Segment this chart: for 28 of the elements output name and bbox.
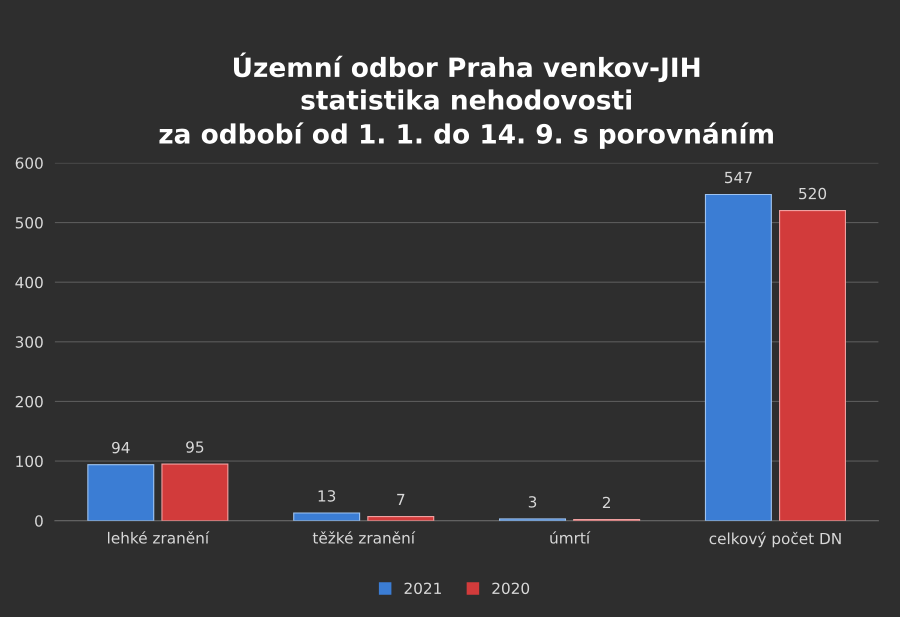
data-label: 7 xyxy=(397,494,404,506)
bar xyxy=(779,210,846,521)
x-tick-label: lehké zranění xyxy=(108,531,210,544)
y-tick-label: 200 xyxy=(16,396,43,408)
data-label: 3 xyxy=(528,496,536,508)
y-tick-label: 600 xyxy=(16,157,43,169)
y-tick-label: 500 xyxy=(16,216,43,229)
chart-title: Územní odbor Praha venkov-JIH statistika nehodovosti za odbobí od 1. 1. do 14. 9. s porovnáním xyxy=(159,52,773,149)
bar xyxy=(161,464,228,521)
data-label: 94 xyxy=(112,442,130,454)
y-tick-label: 300 xyxy=(16,336,43,348)
x-tick-label: úmrtí xyxy=(550,531,591,544)
legend-label: 2020 xyxy=(492,582,530,594)
bar xyxy=(704,194,772,521)
y-tick-label: 400 xyxy=(15,276,43,288)
data-label: 95 xyxy=(186,441,204,453)
legend-label: 2021 xyxy=(404,582,441,594)
data-label: 520 xyxy=(799,188,826,200)
data-label: 2 xyxy=(602,496,610,508)
bar xyxy=(293,512,360,521)
y-tick-label: 100 xyxy=(16,456,43,468)
bar xyxy=(367,516,434,521)
data-label: 547 xyxy=(725,172,752,184)
x-tick-label: těžké zranění xyxy=(312,531,416,544)
y-tick-label: 0 xyxy=(35,515,43,527)
data-label: 13 xyxy=(318,490,336,502)
bar xyxy=(87,464,154,521)
x-tick-label: celkový počet DN xyxy=(710,532,841,548)
